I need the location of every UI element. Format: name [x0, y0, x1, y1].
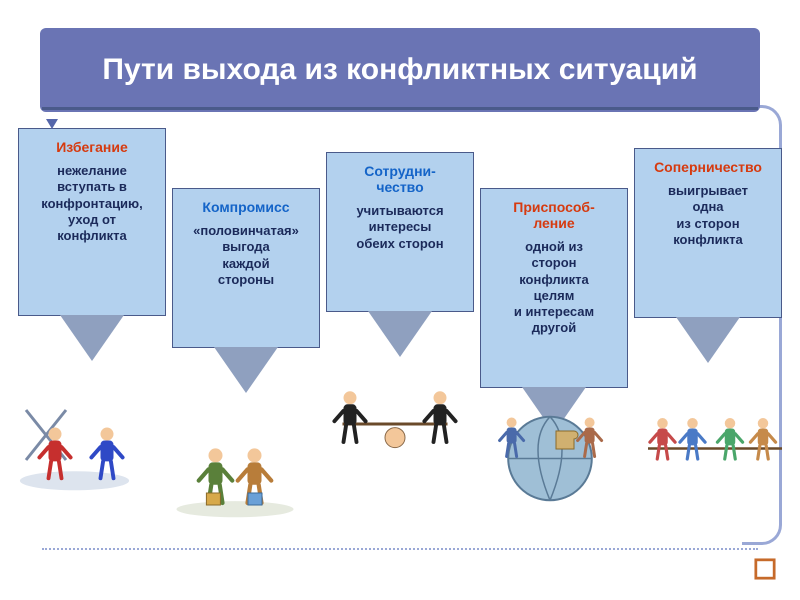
card-title: Сотрудни- чество — [364, 163, 436, 195]
card-title: Приспособ- ление — [513, 199, 594, 231]
down-arrow-icon — [214, 347, 278, 393]
card-body: «половинчатая» выгода каждой стороны — [193, 223, 299, 288]
strategy-card: Соперничество выигрывает одна из сторон к… — [634, 148, 782, 318]
down-arrow-icon — [60, 315, 124, 361]
card-col-0: Избегание нежелание вступать в конфронтац… — [18, 128, 166, 433]
corner-accent-icon — [754, 558, 776, 580]
card-title: Избегание — [56, 139, 128, 155]
triangle-deco-icon — [46, 119, 58, 129]
card-body: учитываются интересы обеих сторон — [356, 203, 443, 252]
strategy-card: Приспособ- ление одной из сторон конфликт… — [480, 188, 628, 388]
dotted-baseline — [42, 548, 758, 550]
strategy-card: Избегание нежелание вступать в конфронтац… — [18, 128, 166, 316]
card-title: Соперничество — [654, 159, 762, 175]
card-body: одной из сторон конфликта целям и интере… — [514, 239, 594, 337]
card-col-4: Соперничество выигрывает одна из сторон к… — [634, 148, 782, 433]
card-body: выигрывает одна из сторон конфликта — [668, 183, 748, 248]
fighters-icon — [16, 400, 146, 495]
title-bar: Пути выхода из конфликтных ситуаций — [40, 28, 760, 112]
tugofwar-icon — [320, 380, 470, 460]
card-col-1: Компромисс «половинчатая» выгода каждой с… — [172, 188, 320, 433]
down-arrow-icon — [676, 317, 740, 363]
team-pull-icon — [640, 410, 790, 480]
title-underline — [42, 107, 758, 110]
card-title: Компромисс — [202, 199, 289, 215]
strategy-card: Компромисс «половинчатая» выгода каждой с… — [172, 188, 320, 348]
down-arrow-icon — [368, 311, 432, 357]
card-col-3: Приспособ- ление одной из сторон конфликт… — [480, 188, 628, 433]
globe-puzzle-icon — [490, 398, 610, 508]
shoppers-icon — [170, 430, 300, 520]
strategy-card: Сотрудни- чество учитываются интересы обе… — [326, 152, 474, 312]
card-body: нежелание вступать в конфронтацию, уход … — [41, 163, 143, 244]
page-title: Пути выхода из конфликтных ситуаций — [102, 53, 697, 87]
